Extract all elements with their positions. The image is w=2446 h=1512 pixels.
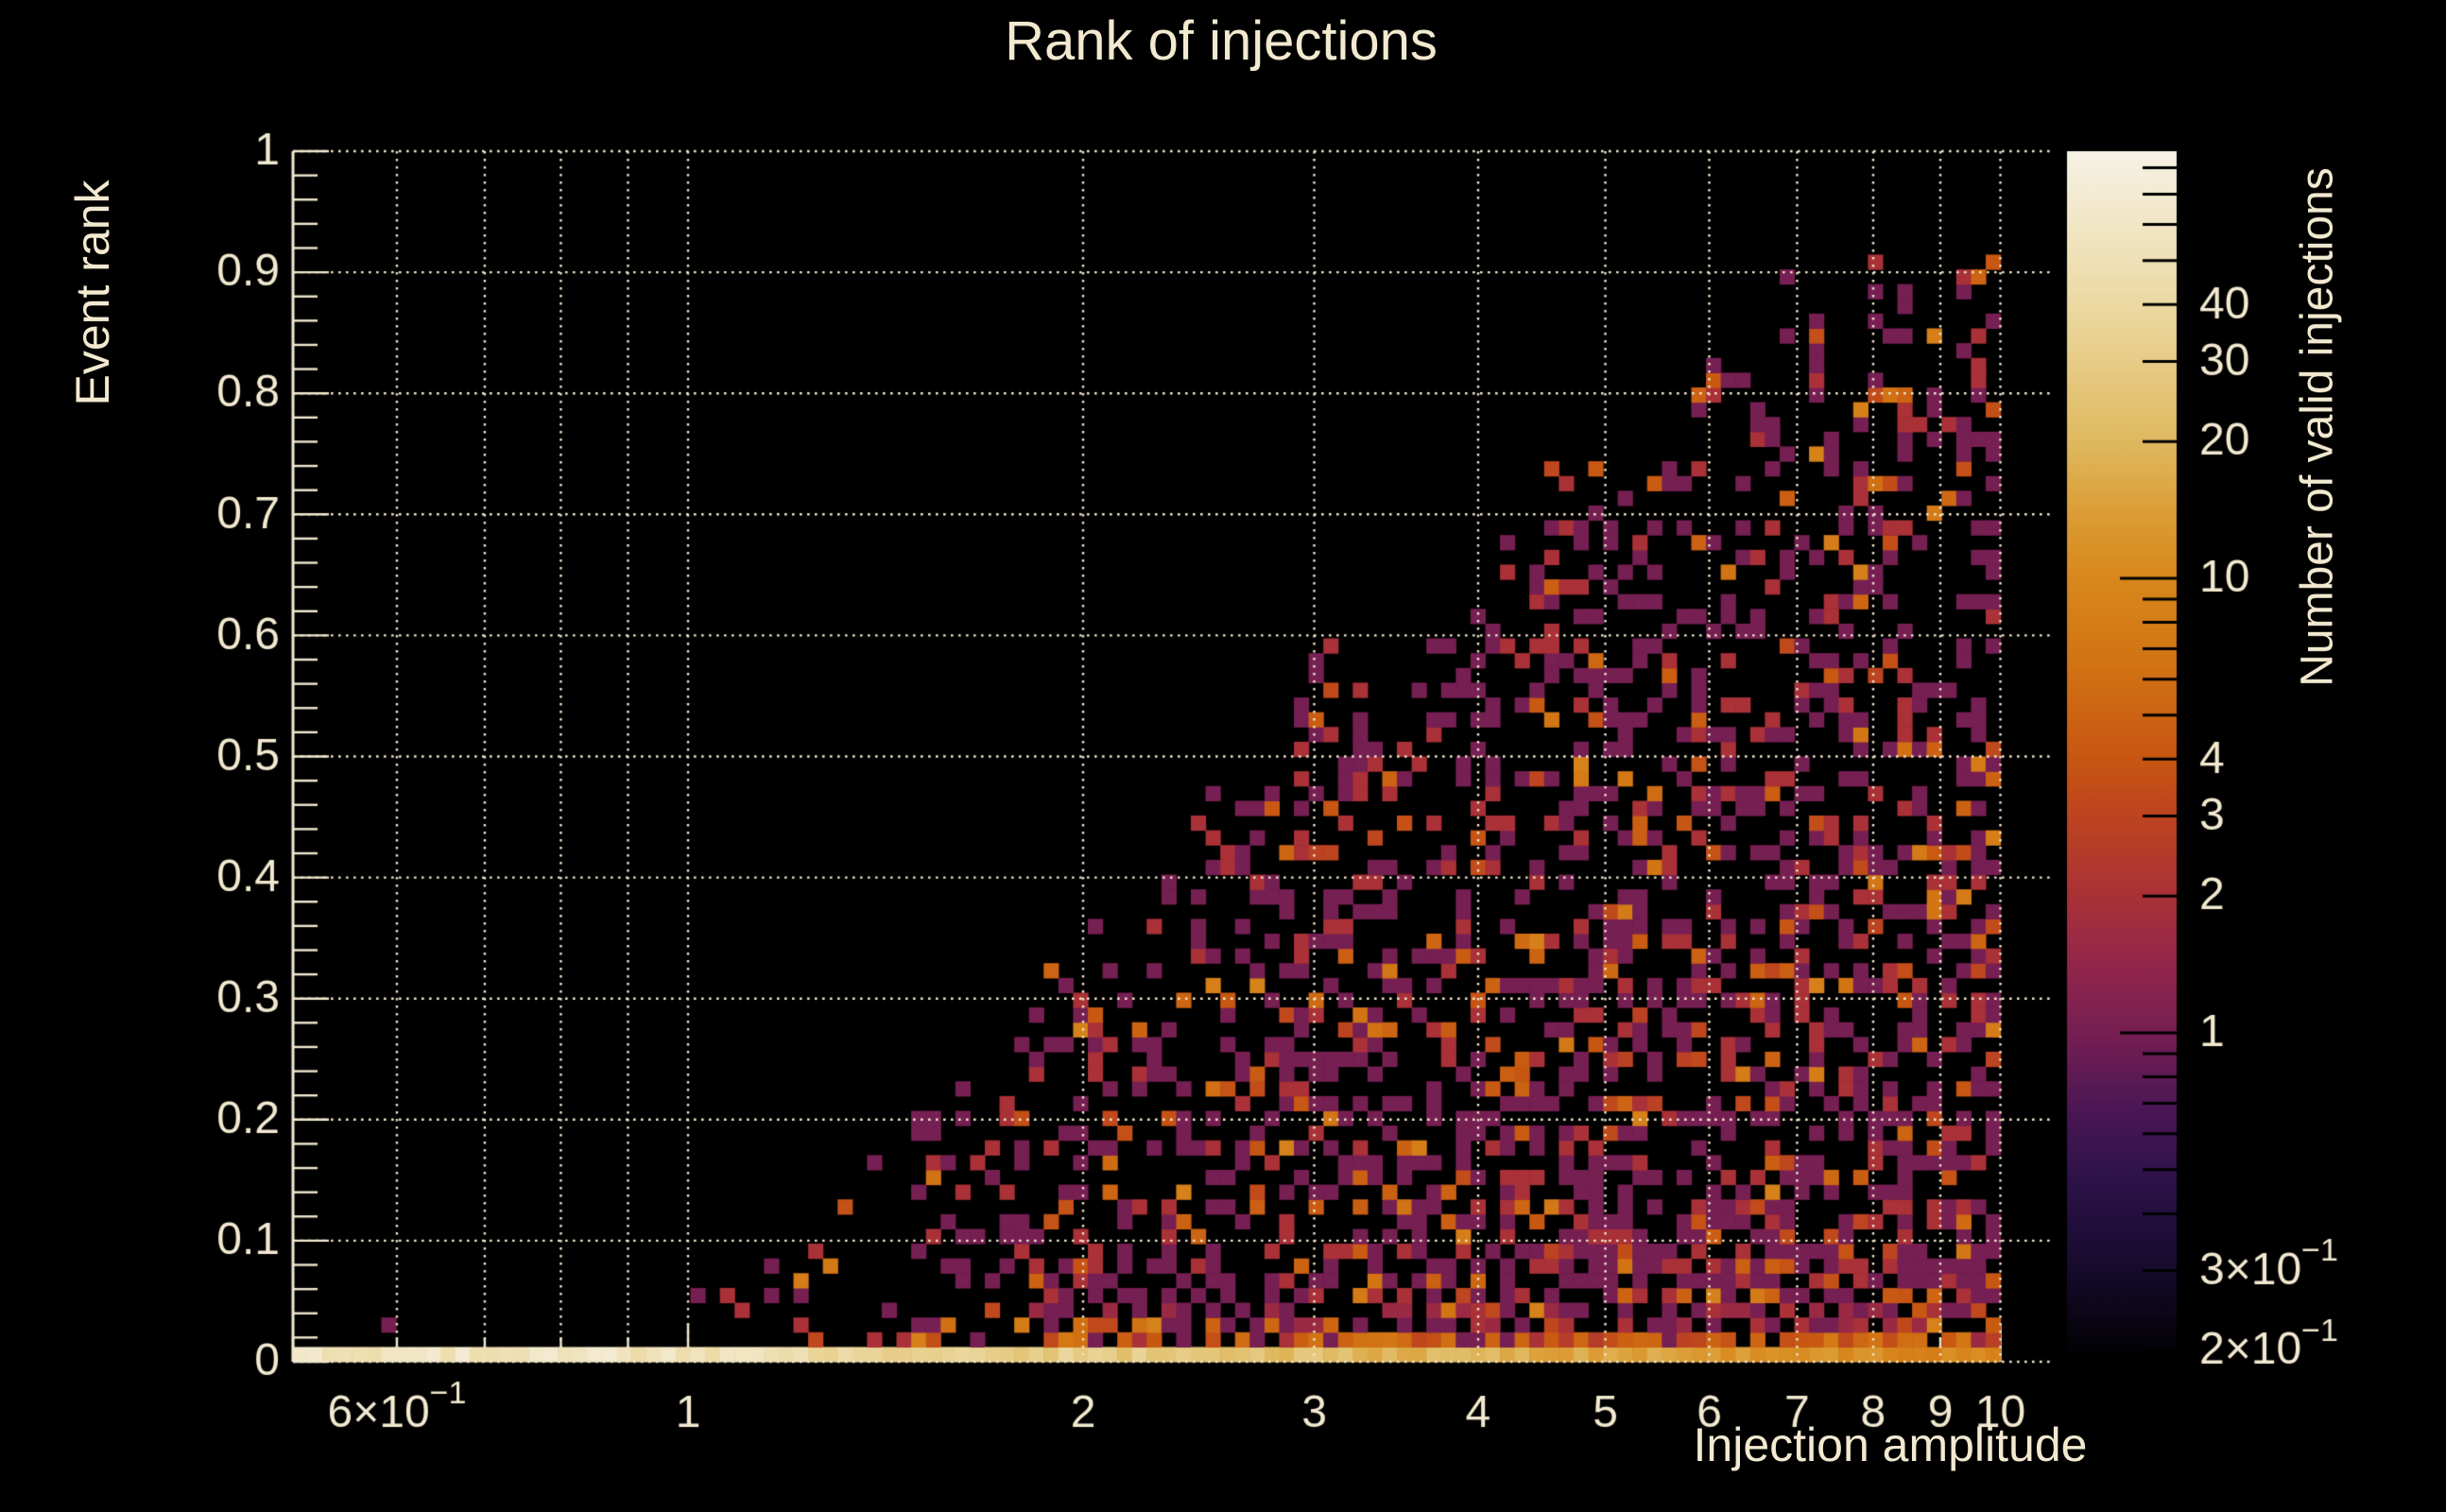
chart-title: Rank of injections — [1005, 10, 1438, 72]
y-axis-title: Event rank — [66, 180, 119, 406]
colorbar-title: Number of valid injections — [2292, 167, 2343, 687]
x-axis-title: Injection amplitude — [1693, 1418, 2088, 1471]
